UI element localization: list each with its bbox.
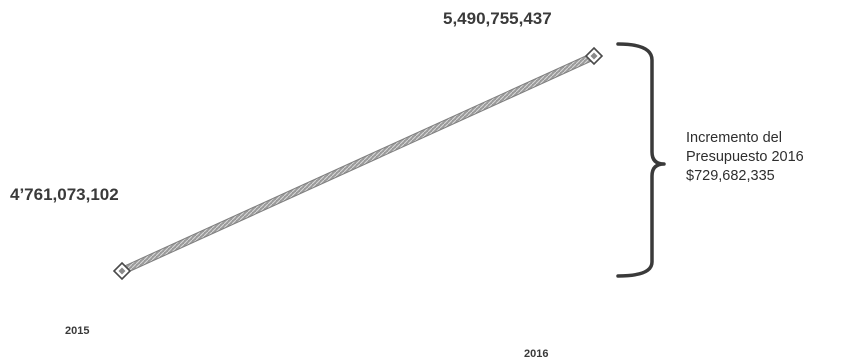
increase-bracket xyxy=(616,42,666,278)
x-tick-2016: 2016 xyxy=(524,348,548,360)
data-label-2015: 4’761,073,102 xyxy=(10,185,119,204)
series-line xyxy=(119,53,597,274)
annotation-line-2: Presupuesto 2016 xyxy=(686,149,804,165)
annotation-line-3: $729,682,335 xyxy=(686,168,775,184)
data-point-core-2016 xyxy=(590,52,598,60)
annotation-line-1: Incremento del xyxy=(686,130,782,146)
data-label-2016: 5,490,755,437 xyxy=(443,9,552,28)
data-point-core-2015 xyxy=(118,267,126,275)
x-tick-2015: 2015 xyxy=(65,325,89,337)
